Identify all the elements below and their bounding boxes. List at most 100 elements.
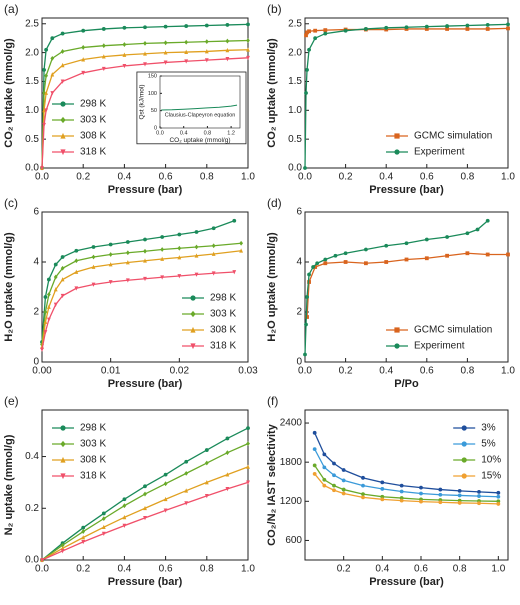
series-line <box>41 49 249 169</box>
marker <box>225 450 230 456</box>
marker <box>239 240 244 246</box>
marker <box>332 483 336 488</box>
marker <box>91 245 96 249</box>
marker <box>53 274 58 280</box>
marker <box>81 57 86 62</box>
x-tick-label: 0.8 <box>200 172 214 183</box>
marker <box>323 261 328 266</box>
series-line <box>161 104 238 111</box>
marker <box>485 218 490 223</box>
marker <box>101 27 106 31</box>
marker <box>60 49 65 54</box>
marker <box>303 166 307 170</box>
marker <box>496 499 501 504</box>
marker <box>163 60 168 65</box>
legend-label: 303 K <box>80 439 106 450</box>
marker <box>46 304 51 309</box>
marker <box>160 235 165 239</box>
marker <box>380 497 385 502</box>
marker <box>496 490 501 495</box>
x-tick-label: 0.2 <box>339 172 353 183</box>
y-tick-label: 1.0 <box>288 105 302 116</box>
marker <box>419 491 423 496</box>
y-tick-label: 2.5 <box>25 18 39 29</box>
plot-frame <box>41 211 249 363</box>
marker <box>143 62 147 67</box>
x-axis-label: Pressure (bar) <box>369 184 444 196</box>
series-line <box>306 252 508 318</box>
marker <box>477 489 481 494</box>
plot-frame <box>41 409 249 561</box>
marker <box>424 27 429 31</box>
marker <box>81 535 86 540</box>
marker <box>101 516 106 522</box>
x-tick-label: 0.4 <box>117 172 131 183</box>
marker <box>60 473 66 480</box>
marker <box>74 248 79 253</box>
marker <box>424 256 429 261</box>
legend-label: 298 K <box>80 99 106 110</box>
marker <box>122 497 127 502</box>
panel-label: (a) <box>4 2 19 16</box>
marker <box>211 243 216 249</box>
marker <box>424 237 429 242</box>
marker <box>457 501 462 505</box>
marker <box>60 116 66 124</box>
marker <box>43 319 48 324</box>
marker <box>315 261 320 266</box>
panel-label: (e) <box>4 394 19 408</box>
x-tick-label: 0.8 <box>204 130 212 136</box>
marker <box>445 235 449 239</box>
marker <box>60 293 65 299</box>
marker <box>163 50 168 55</box>
marker <box>457 493 462 498</box>
panel-label: (b) <box>267 2 282 16</box>
marker <box>101 43 106 49</box>
marker <box>108 280 113 285</box>
marker <box>399 496 404 500</box>
plot-frame <box>304 17 509 169</box>
marker <box>50 72 55 77</box>
y-tick-label: 0.2 <box>25 503 39 514</box>
marker <box>506 22 510 27</box>
y-tick-label: 0.0 <box>288 163 302 174</box>
inset-background <box>136 71 247 145</box>
marker <box>246 464 250 469</box>
x-tick-label: 0.8 <box>460 172 474 183</box>
marker <box>108 252 113 257</box>
marker <box>307 272 311 277</box>
marker <box>465 27 470 31</box>
x-tick-label: 0.03 <box>238 366 258 377</box>
y-axis-label: H₂O uptake (mmol/g) <box>3 232 15 342</box>
marker <box>122 52 127 57</box>
marker <box>461 457 467 463</box>
plot-frame <box>159 75 241 129</box>
marker <box>184 501 189 506</box>
marker <box>163 481 168 487</box>
marker <box>384 243 389 248</box>
x-tick-label: 0.4 <box>180 130 188 136</box>
marker <box>313 28 318 33</box>
marker <box>419 499 423 504</box>
y-tick-label: 0.0 <box>25 163 39 174</box>
marker <box>143 258 147 263</box>
marker <box>81 539 86 545</box>
marker <box>485 27 490 31</box>
series-line <box>314 432 499 494</box>
marker <box>101 531 106 537</box>
y-tick-label: 2 <box>296 307 302 318</box>
marker <box>485 23 490 27</box>
marker <box>143 505 147 511</box>
marker <box>404 257 409 262</box>
marker <box>46 317 51 322</box>
marker <box>184 49 189 54</box>
x-tick-label: 0.02 <box>170 366 190 377</box>
x-tick-label: 1.0 <box>241 172 255 183</box>
marker <box>60 62 65 68</box>
marker <box>461 473 467 479</box>
y-tick-label: 6 <box>33 207 39 218</box>
marker <box>204 493 209 499</box>
plot-frame <box>41 17 249 169</box>
marker <box>60 549 65 554</box>
